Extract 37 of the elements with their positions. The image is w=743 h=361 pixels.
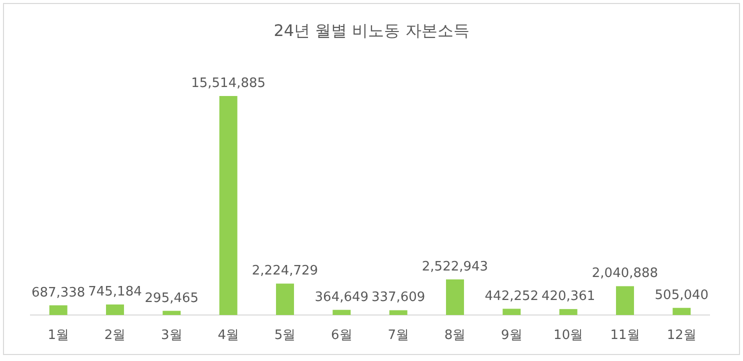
x-tick-label: 10월 [554, 328, 584, 343]
x-tick-label: 5월 [274, 328, 296, 343]
bar [162, 310, 181, 315]
x-tick-label: 8월 [444, 328, 466, 343]
x-tick-label: 11월 [610, 328, 640, 343]
data-label: 2,522,943 [422, 259, 488, 274]
data-label: 295,465 [144, 290, 199, 306]
data-label: 505,040 [654, 288, 709, 303]
bar [276, 284, 294, 315]
x-tick-label: 2월 [104, 328, 126, 343]
data-label: 420,361 [541, 289, 596, 304]
bar [332, 310, 351, 315]
x-tick-label: 1월 [48, 328, 69, 343]
data-label: 687,338 [31, 285, 86, 300]
data-label: 364,649 [314, 290, 369, 305]
x-tick-label: 9월 [501, 328, 522, 343]
x-tick-label: 7월 [388, 328, 409, 343]
x-tick-label: 3월 [161, 328, 182, 343]
bar [446, 279, 464, 315]
bar [49, 305, 68, 315]
x-tick-label: 6월 [331, 328, 352, 343]
x-tick-label: 4월 [218, 328, 239, 343]
data-label: 442,252 [484, 288, 539, 304]
chart-title: 24년 월별 비노동 자본소득 [274, 21, 470, 40]
bar [672, 308, 691, 315]
bar [616, 286, 634, 315]
bar [502, 308, 521, 315]
x-tick-label: 12월 [666, 328, 696, 343]
data-label: 2,040,888 [592, 266, 658, 282]
data-label: 2,224,729 [252, 264, 318, 279]
bar [106, 304, 124, 315]
bar [559, 309, 578, 315]
data-label: 337,609 [371, 290, 426, 306]
bar [219, 96, 238, 315]
data-label: 15,514,885 [191, 76, 266, 91]
data-label: 745,184 [88, 284, 142, 300]
bar [389, 310, 408, 315]
